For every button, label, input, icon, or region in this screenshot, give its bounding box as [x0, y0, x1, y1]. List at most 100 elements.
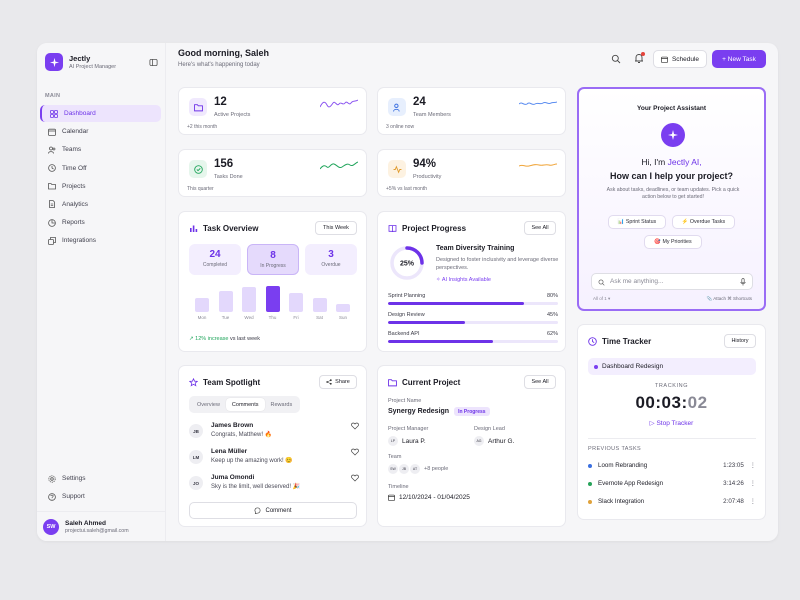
- assistant-footer-left[interactable]: All of 1 ▾: [593, 296, 611, 301]
- sparkline: [519, 101, 557, 105]
- stat-value: 12: [214, 96, 227, 108]
- sidebar-item-reports[interactable]: Reports: [40, 214, 161, 231]
- sidebar-item-teams[interactable]: Teams: [40, 141, 161, 158]
- tab-comments[interactable]: Comments: [225, 398, 265, 411]
- kpi-overdue[interactable]: 3 Overdue: [305, 244, 357, 275]
- heart-icon[interactable]: [351, 448, 359, 456]
- chart-pie-icon: [48, 218, 56, 227]
- stat-card-productivity[interactable]: 94% Productivity +5% vs last month: [377, 149, 566, 197]
- stat-card-tasks-done[interactable]: 156 Tasks Done This quarter: [178, 149, 367, 197]
- clock-icon: [48, 164, 56, 172]
- assistant-panel: Your Project Assistant Hi, I'm Jectly AI…: [577, 87, 766, 311]
- user-profile[interactable]: SW Saleh Ahmed projectui.saleh@gmail.com: [37, 511, 166, 541]
- stat-note: 3 online now: [386, 124, 415, 130]
- stop-tracker-label: Stop Tracker: [656, 420, 694, 427]
- progress-fill: [388, 340, 494, 343]
- ai-insights-link[interactable]: ✧ AI Insights Available: [436, 277, 491, 283]
- see-all-button[interactable]: See All: [524, 375, 556, 389]
- progress-row[interactable]: Sprint Planning 80%: [388, 293, 558, 305]
- comment-item[interactable]: JO Juma Omondi Sky is the limit, well de…: [189, 474, 359, 496]
- heart-icon[interactable]: [351, 422, 359, 430]
- microphone-icon[interactable]: [740, 278, 746, 286]
- history-button[interactable]: History: [724, 334, 756, 348]
- tracking-label: TRACKING: [654, 383, 689, 389]
- more-icon[interactable]: ⋮: [749, 480, 756, 487]
- share-button[interactable]: Share: [319, 375, 357, 389]
- progress-row[interactable]: Backend API 62%: [388, 331, 558, 343]
- progress-track: [388, 321, 558, 324]
- more-icon[interactable]: ⋮: [749, 462, 756, 469]
- sidebar-item-analytics[interactable]: Analytics: [40, 196, 161, 213]
- comment-item[interactable]: JB James Brown Congrats, Matthew! 🔥: [189, 422, 359, 444]
- sidebar-item-calendar[interactable]: Calendar: [40, 123, 161, 140]
- assistant-input[interactable]: Ask me anything...: [591, 273, 753, 290]
- progress-label: Design Review: [388, 312, 425, 318]
- more-icon[interactable]: ⋮: [749, 498, 756, 505]
- brand[interactable]: Jectly AI Project Manager: [45, 53, 158, 71]
- star-icon: [189, 378, 198, 387]
- previous-task-row[interactable]: Evernote App Redesign 3:14:26 ⋮: [588, 480, 756, 487]
- bar-thu[interactable]: [265, 286, 280, 312]
- bar-tue[interactable]: [218, 291, 233, 312]
- bar-sun[interactable]: [336, 304, 350, 312]
- team-avatars[interactable]: SW JB AT +8 people: [388, 464, 448, 474]
- previous-task-row[interactable]: Loom Rebranding 1:23:05 ⋮: [588, 462, 756, 469]
- day-label: Wed: [244, 315, 254, 320]
- sidebar-item-integrations[interactable]: Integrations: [40, 232, 161, 249]
- sidebar-collapse-icon[interactable]: [149, 58, 158, 67]
- sidebar-item-label: Projects: [62, 182, 86, 190]
- bar-wed[interactable]: [242, 287, 256, 312]
- team-more: +8 people: [424, 466, 449, 472]
- stat-label: Tasks Done: [214, 174, 243, 180]
- sidebar-item-projects[interactable]: Projects: [40, 178, 161, 195]
- see-all-button[interactable]: See All: [524, 221, 556, 235]
- progress-track: [388, 340, 558, 343]
- tab-rewards[interactable]: Rewards: [270, 401, 293, 408]
- heart-icon[interactable]: [351, 474, 359, 482]
- bar-mon[interactable]: [195, 297, 209, 312]
- bar-fri[interactable]: [289, 292, 303, 312]
- range-select[interactable]: This Week: [315, 221, 357, 235]
- user-email: projectui.saleh@gmail.com: [65, 527, 129, 534]
- new-task-button[interactable]: + New Task: [712, 50, 766, 68]
- folder-icon: [388, 379, 397, 387]
- task-overview-card: Task Overview This Week 24 Completed 8 I…: [178, 211, 367, 352]
- trend-up-icon: ↗: [189, 336, 194, 342]
- sidebar-item-settings[interactable]: Settings: [40, 470, 161, 487]
- chip-sprint-status[interactable]: 📊 Sprint Status: [608, 215, 666, 229]
- current-task[interactable]: Dashboard Redesign: [588, 358, 756, 375]
- sparkle-logo-icon: [45, 53, 63, 71]
- comment-item[interactable]: LM Lena Müller Keep up the amazing work!…: [189, 448, 359, 470]
- calendar-icon: [388, 494, 395, 501]
- bar-sat[interactable]: [312, 297, 327, 312]
- chip-overdue-tasks[interactable]: ⚡ Overdue Tasks: [672, 215, 735, 229]
- search-icon[interactable]: [611, 54, 621, 64]
- lead-name: Arthur G.: [488, 437, 515, 445]
- bell-icon[interactable]: [634, 53, 644, 64]
- assistant-question: How can I help your project?: [609, 171, 734, 181]
- kpi-completed[interactable]: 24 Completed: [189, 244, 241, 275]
- sidebar-item-time-off[interactable]: Time Off: [40, 160, 161, 177]
- schedule-button[interactable]: Schedule: [653, 50, 707, 68]
- notification-dot: [641, 52, 645, 56]
- stat-card-team-members[interactable]: 24 Team Members 3 online now: [377, 87, 566, 135]
- stat-label: Productivity: [413, 174, 442, 180]
- bottom-nav: Settings Support: [40, 470, 161, 506]
- sparkle-icon: [661, 123, 685, 147]
- tab-overview[interactable]: Overview: [197, 401, 220, 408]
- day-label: Sat: [316, 315, 323, 320]
- assistant-footer-right[interactable]: 📎 Attach ⌘ Shortcuts: [706, 296, 752, 301]
- sidebar-item-dashboard[interactable]: Dashboard: [40, 105, 161, 122]
- stop-tracker-button[interactable]: ▷ Stop Tracker: [649, 420, 694, 427]
- comment-button[interactable]: Comment: [189, 502, 357, 519]
- progress-fill: [388, 321, 465, 324]
- chip-my-priorities[interactable]: 🎯 My Priorities: [644, 235, 702, 249]
- previous-task-row[interactable]: Slack Integration 2:07:48 ⋮: [588, 498, 756, 505]
- sidebar-item-support[interactable]: Support: [40, 488, 161, 505]
- spotlight-tabs: Overview Comments Rewards: [189, 396, 301, 413]
- progress-row[interactable]: Design Review 45%: [388, 312, 558, 324]
- avatar: JB: [399, 464, 409, 474]
- kpi-in-progress[interactable]: 8 In Progress: [247, 244, 299, 275]
- stat-card-active-projects[interactable]: 12 Active Projects +2 this month: [178, 87, 367, 135]
- search-icon: [598, 279, 605, 286]
